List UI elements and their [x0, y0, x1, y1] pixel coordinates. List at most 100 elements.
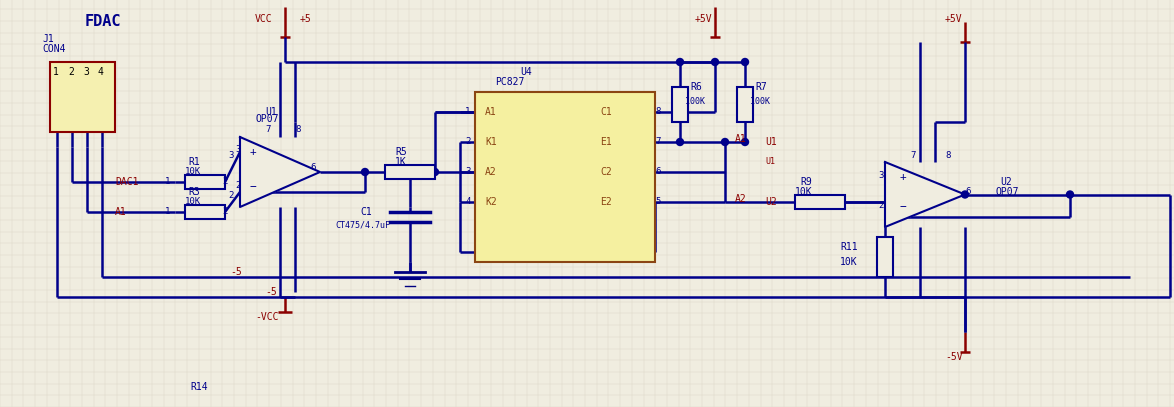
Text: C2: C2: [600, 167, 612, 177]
Text: A2: A2: [485, 167, 497, 177]
Text: 1: 1: [166, 208, 170, 217]
Text: 4: 4: [465, 197, 471, 206]
Bar: [672, 87, 688, 122]
Text: 4: 4: [97, 67, 103, 77]
Text: 2: 2: [222, 208, 228, 217]
Circle shape: [406, 168, 413, 175]
Circle shape: [722, 138, 729, 145]
Text: R6: R6: [690, 82, 702, 92]
Text: −: −: [900, 202, 906, 212]
Text: U1: U1: [765, 158, 775, 166]
FancyBboxPatch shape: [50, 62, 115, 132]
Text: A1: A1: [735, 134, 747, 144]
Circle shape: [742, 59, 749, 66]
Circle shape: [962, 191, 969, 198]
Text: 2: 2: [222, 177, 228, 186]
Text: 3: 3: [83, 67, 89, 77]
Circle shape: [1066, 191, 1073, 198]
Text: 7: 7: [910, 151, 916, 160]
Text: 3: 3: [235, 144, 241, 153]
Text: 10K: 10K: [185, 168, 201, 177]
Text: R11: R11: [841, 242, 858, 252]
Circle shape: [432, 168, 439, 175]
Text: 10K: 10K: [841, 257, 858, 267]
Text: R7: R7: [755, 82, 767, 92]
Text: 1: 1: [166, 177, 170, 186]
Text: -5: -5: [265, 287, 277, 297]
Text: U1: U1: [765, 137, 777, 147]
Text: 2: 2: [465, 138, 471, 147]
Text: 2: 2: [235, 180, 241, 190]
Text: 5: 5: [655, 197, 660, 206]
Text: +5: +5: [301, 14, 312, 24]
Text: +: +: [900, 172, 906, 182]
Text: -VCC: -VCC: [255, 312, 278, 322]
Text: U2: U2: [765, 197, 777, 207]
Text: C1: C1: [600, 107, 612, 117]
Text: 3: 3: [465, 168, 471, 177]
Text: R14: R14: [190, 382, 208, 392]
Text: R1: R1: [188, 157, 200, 167]
Text: 2: 2: [878, 201, 883, 210]
Text: 10K: 10K: [795, 187, 812, 197]
Bar: [795, 195, 845, 209]
Circle shape: [676, 138, 683, 145]
Text: A1: A1: [485, 107, 497, 117]
Text: +5V: +5V: [945, 14, 963, 24]
Text: FDAC: FDAC: [85, 15, 121, 29]
Text: 100K: 100K: [684, 98, 706, 107]
Text: K2: K2: [485, 197, 497, 207]
Text: C1: C1: [360, 207, 372, 217]
Text: CON4: CON4: [42, 44, 66, 54]
Text: 8: 8: [295, 125, 301, 133]
Circle shape: [711, 59, 718, 66]
Text: 8: 8: [655, 107, 660, 116]
Text: 1: 1: [465, 107, 471, 116]
Text: 2: 2: [228, 190, 234, 199]
Circle shape: [676, 59, 683, 66]
Text: 10K: 10K: [185, 197, 201, 206]
Text: -5: -5: [230, 267, 242, 277]
Text: U2: U2: [1000, 177, 1012, 187]
Text: 7: 7: [655, 138, 660, 147]
Text: 7: 7: [265, 125, 270, 133]
Text: 6: 6: [965, 188, 971, 197]
Polygon shape: [885, 162, 965, 227]
Text: J1: J1: [42, 34, 54, 44]
Text: E2: E2: [600, 197, 612, 207]
Text: 6: 6: [655, 168, 660, 177]
Text: DAC1: DAC1: [115, 177, 139, 187]
Text: A2: A2: [735, 194, 747, 204]
Text: OP07: OP07: [255, 114, 278, 124]
Bar: [185, 205, 225, 219]
Text: R9: R9: [799, 177, 811, 187]
Text: 2: 2: [68, 67, 74, 77]
Bar: [877, 237, 893, 277]
Text: E1: E1: [600, 137, 612, 147]
Text: 100K: 100K: [750, 98, 770, 107]
Text: CT475/4.7uF: CT475/4.7uF: [335, 221, 390, 230]
Bar: [185, 175, 225, 189]
Circle shape: [362, 168, 369, 175]
Text: K1: K1: [485, 137, 497, 147]
Text: −: −: [250, 182, 257, 192]
Text: +: +: [250, 147, 257, 157]
Bar: [475, 92, 655, 262]
Text: VCC: VCC: [255, 14, 272, 24]
Text: +5V: +5V: [695, 14, 713, 24]
Circle shape: [742, 138, 749, 145]
Text: U1: U1: [265, 107, 277, 117]
Bar: [385, 165, 436, 179]
Text: 3: 3: [228, 151, 234, 160]
Polygon shape: [239, 137, 321, 207]
Text: 8: 8: [945, 151, 951, 160]
Text: 6: 6: [310, 162, 316, 171]
Text: R3: R3: [188, 187, 200, 197]
Text: OP07: OP07: [996, 187, 1019, 197]
Text: 1K: 1K: [394, 157, 406, 167]
Text: -5V: -5V: [945, 352, 963, 362]
Text: R5: R5: [394, 147, 406, 157]
Text: A1: A1: [115, 207, 127, 217]
Text: 3: 3: [878, 171, 883, 179]
Text: 1: 1: [53, 67, 59, 77]
